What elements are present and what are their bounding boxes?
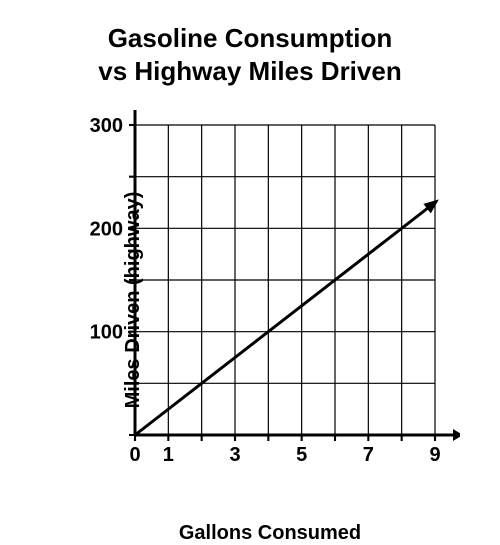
x-tick-label: 0	[129, 444, 140, 466]
y-tick-label: 100	[90, 322, 123, 344]
plot-area: Miles Driven (highway) Gallons Consumed …	[80, 110, 460, 490]
x-tick-label: 1	[163, 444, 174, 466]
chart-title-line2: vs Highway Miles Driven	[0, 55, 500, 88]
y-tick-label: 300	[90, 115, 123, 137]
x-axis-label: Gallons Consumed	[179, 522, 361, 545]
y-axis-label: Miles Driven (highway)	[122, 192, 145, 409]
chart-container: Gasoline Consumption vs Highway Miles Dr…	[0, 0, 500, 528]
chart-title: Gasoline Consumption vs Highway Miles Dr…	[0, 0, 500, 87]
x-tick-label: 7	[363, 444, 374, 466]
x-tick-label: 9	[429, 444, 440, 466]
x-tick-label: 5	[296, 444, 307, 466]
y-tick-label: 200	[90, 218, 123, 240]
x-tick-label: 3	[229, 444, 240, 466]
chart-title-line1: Gasoline Consumption	[0, 22, 500, 55]
